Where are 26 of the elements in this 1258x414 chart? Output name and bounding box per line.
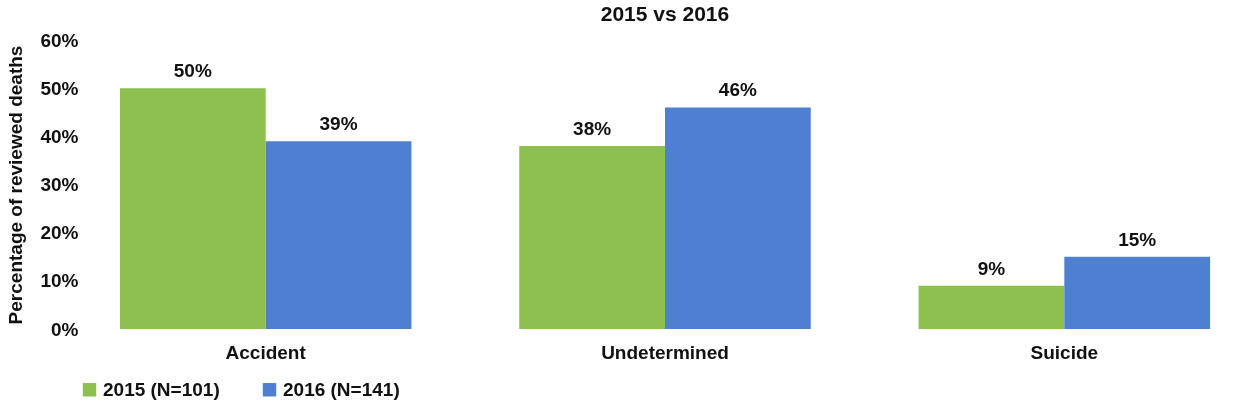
y-axis-title: Percentage of reviewed deaths — [5, 45, 27, 325]
data-label: 39% — [319, 113, 358, 135]
data-label: 15% — [1118, 228, 1157, 250]
bar — [665, 107, 811, 329]
x-tick-label: Undetermined — [601, 341, 729, 363]
bar — [265, 141, 412, 329]
data-label: 46% — [718, 79, 757, 101]
bar — [119, 88, 266, 329]
bar — [519, 145, 665, 329]
y-tick-label: 50% — [40, 77, 79, 99]
x-tick-label: Accident — [225, 341, 307, 363]
y-tick-label: 60% — [40, 29, 79, 51]
bar — [1064, 256, 1211, 329]
y-tick-label: 0% — [51, 318, 79, 340]
data-label: 9% — [977, 257, 1006, 279]
chart-title: 2015 vs 2016 — [600, 2, 730, 25]
legend-label: 2015 (N=101) — [103, 378, 220, 400]
y-tick-label: 20% — [40, 222, 79, 244]
y-tick-label: 40% — [40, 125, 79, 147]
data-label: 50% — [173, 60, 212, 82]
x-tick-label: Suicide — [1030, 341, 1099, 363]
legend-label: 2016 (N=141) — [283, 378, 400, 400]
data-label: 38% — [573, 117, 612, 139]
y-tick-label: 30% — [40, 174, 79, 195]
bar — [918, 285, 1065, 329]
y-tick-label: 10% — [40, 270, 79, 292]
